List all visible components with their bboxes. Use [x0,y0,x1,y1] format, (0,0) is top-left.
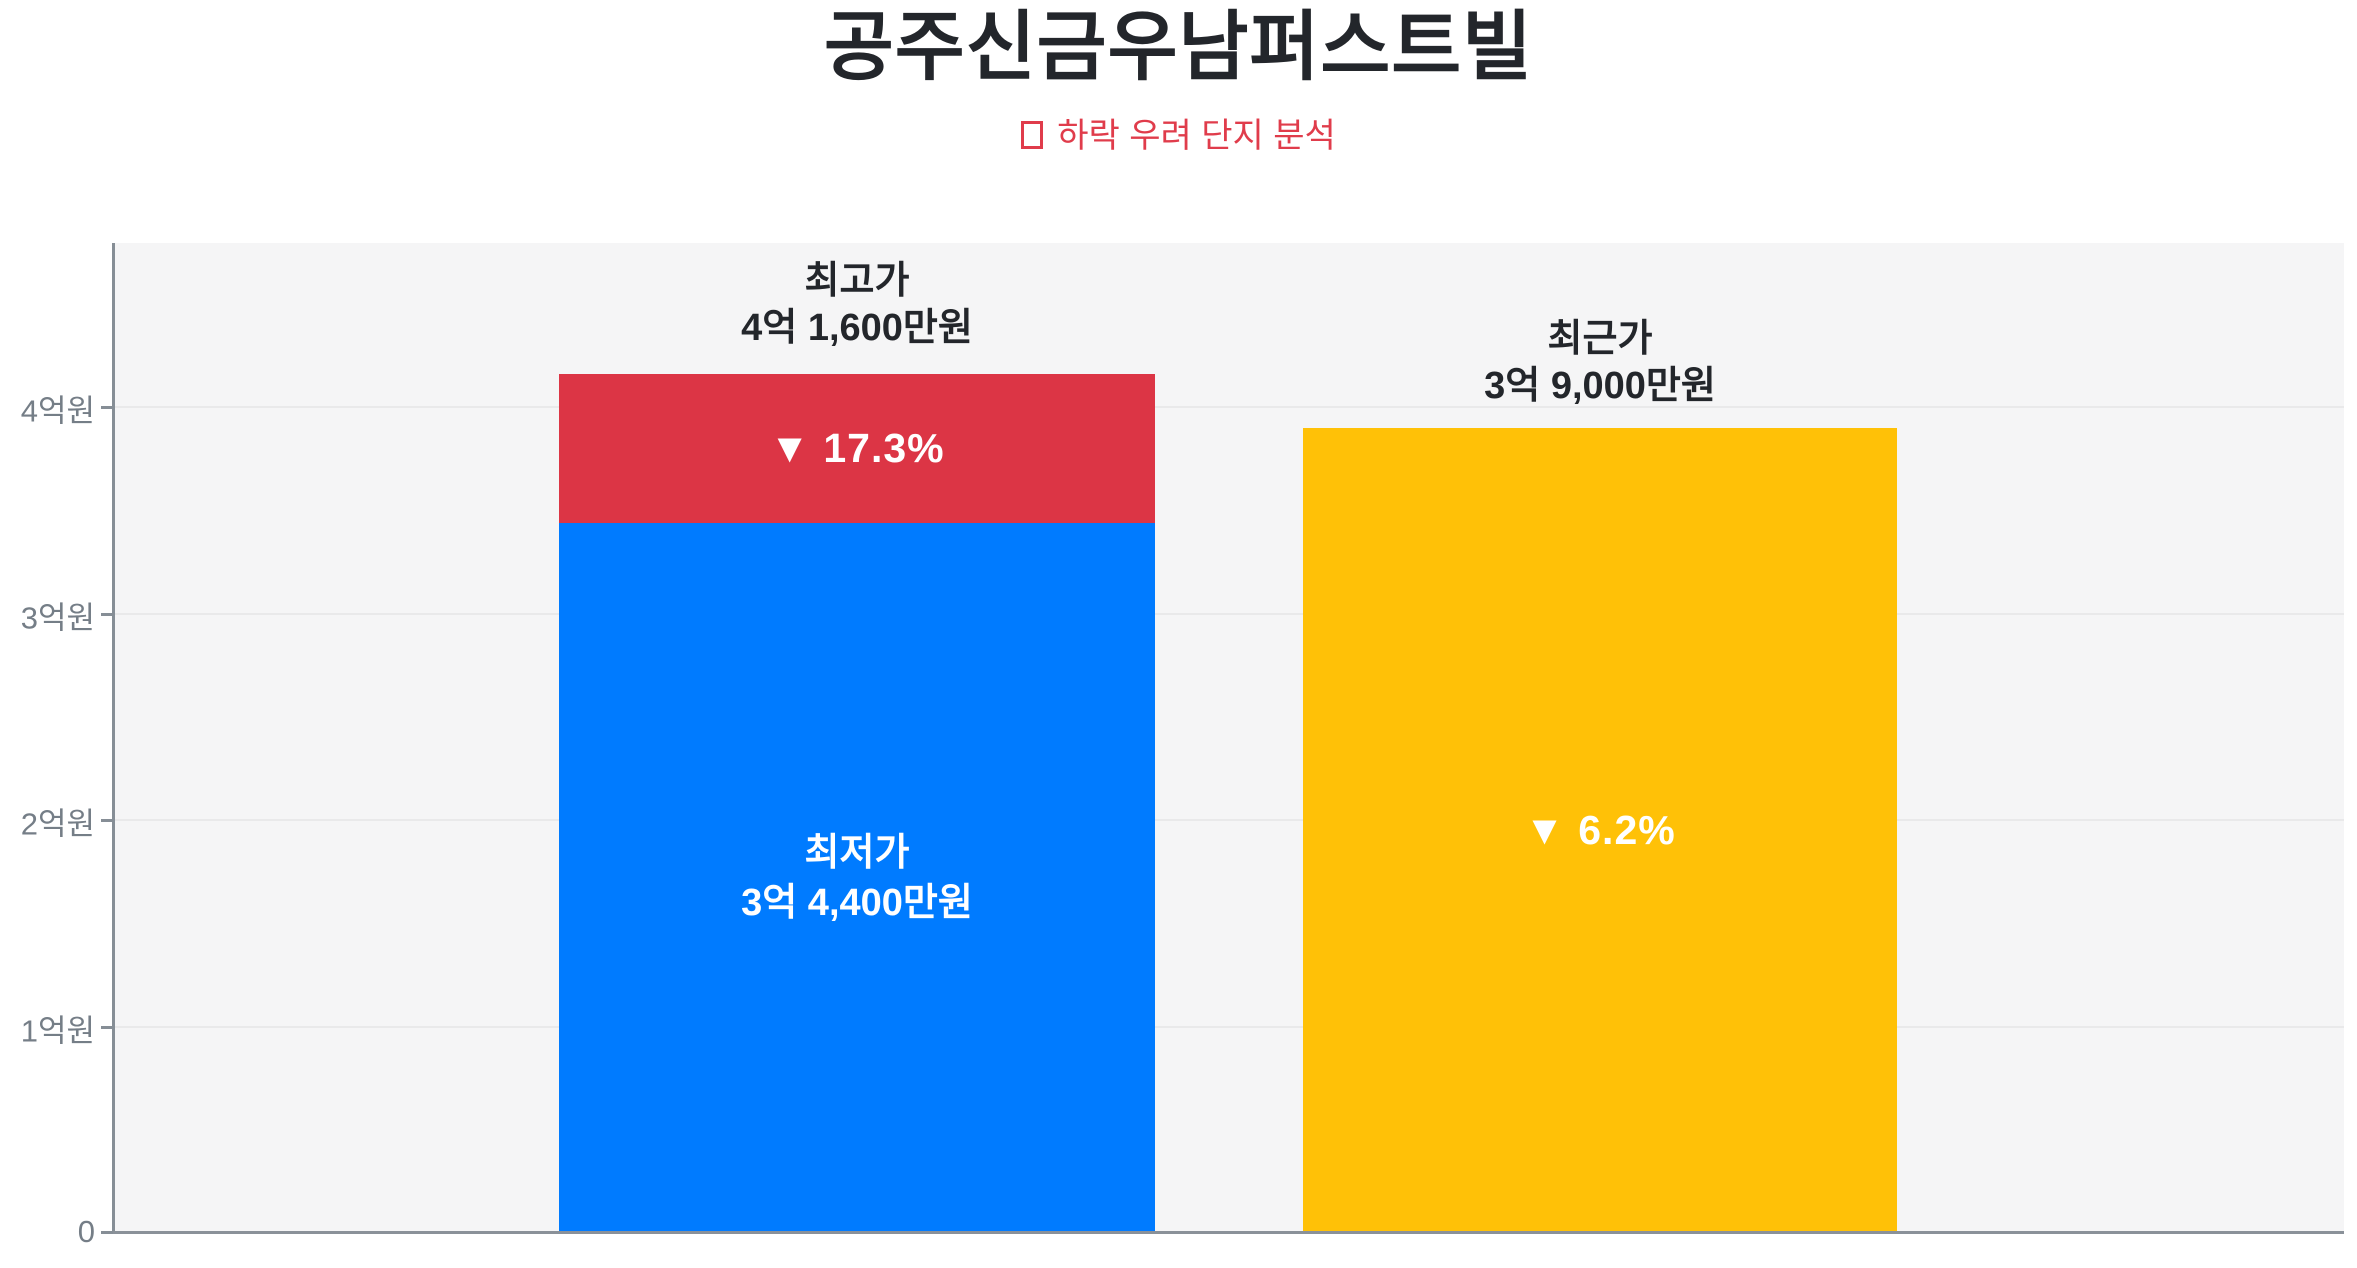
y-tick-4eok [101,406,113,409]
bar-segment-recent: ▼ 6.2% [1303,428,1897,1233]
missing-glyph-box-icon [1021,121,1044,149]
gridline-3eok [115,613,2344,615]
annotation-value: 4억 1,600만원 [741,307,973,349]
annotation-title: 최고가 [804,260,910,302]
annotation-peak-price: 최고가 4억 1,600만원 [741,258,973,352]
annotation-recent-price: 최근가 3억 9,000만원 [1484,316,1716,410]
y-tick-1eok [101,1026,113,1029]
y-tick-0 [101,1231,113,1234]
y-tick-3eok [101,613,113,616]
annotation-value: 3억 9,000만원 [1484,365,1716,407]
gridline-4eok [115,406,2344,408]
y-tick-label-3eok: 3억원 [20,600,95,636]
y-axis-line [112,243,115,1234]
gridline-2eok [115,819,2344,821]
x-axis-line [112,1231,2344,1234]
y-tick-2eok [101,819,113,822]
y-tick-label-1eok: 1억원 [20,1013,95,1049]
page-subtitle: 하락 우려 단지 분석 [0,112,2357,160]
page-title: 공주신금우남퍼스트빌 [823,5,1534,90]
plot-area: 최저가 3억 4,400만원 ▼ 17.3% ▼ 6.2% [115,243,2344,1233]
bar-recent-price: ▼ 6.2% [1303,428,1897,1233]
y-tick-label-2eok: 2억원 [20,806,95,842]
bar-peak-vs-low: 최저가 3억 4,400만원 ▼ 17.3% [559,374,1155,1233]
subtitle-text: 하락 우려 단지 분석 [1057,117,1336,155]
drop-percent-label: ▼ 6.2% [1524,807,1676,853]
segment-label: 최저가 [804,832,910,874]
bar-segment-drop-pct: ▼ 17.3% [559,374,1155,523]
y-tick-label-4eok: 4억원 [20,393,95,429]
drop-percent-label: ▼ 17.3% [769,425,945,471]
y-tick-label-0: 0 [77,1214,95,1249]
gridline-1eok [115,1026,2344,1028]
bar-segment-lowest-price: 최저가 3억 4,400만원 [559,523,1155,1233]
segment-value: 3억 4,400만원 [741,882,973,924]
annotation-title: 최근가 [1547,318,1653,360]
